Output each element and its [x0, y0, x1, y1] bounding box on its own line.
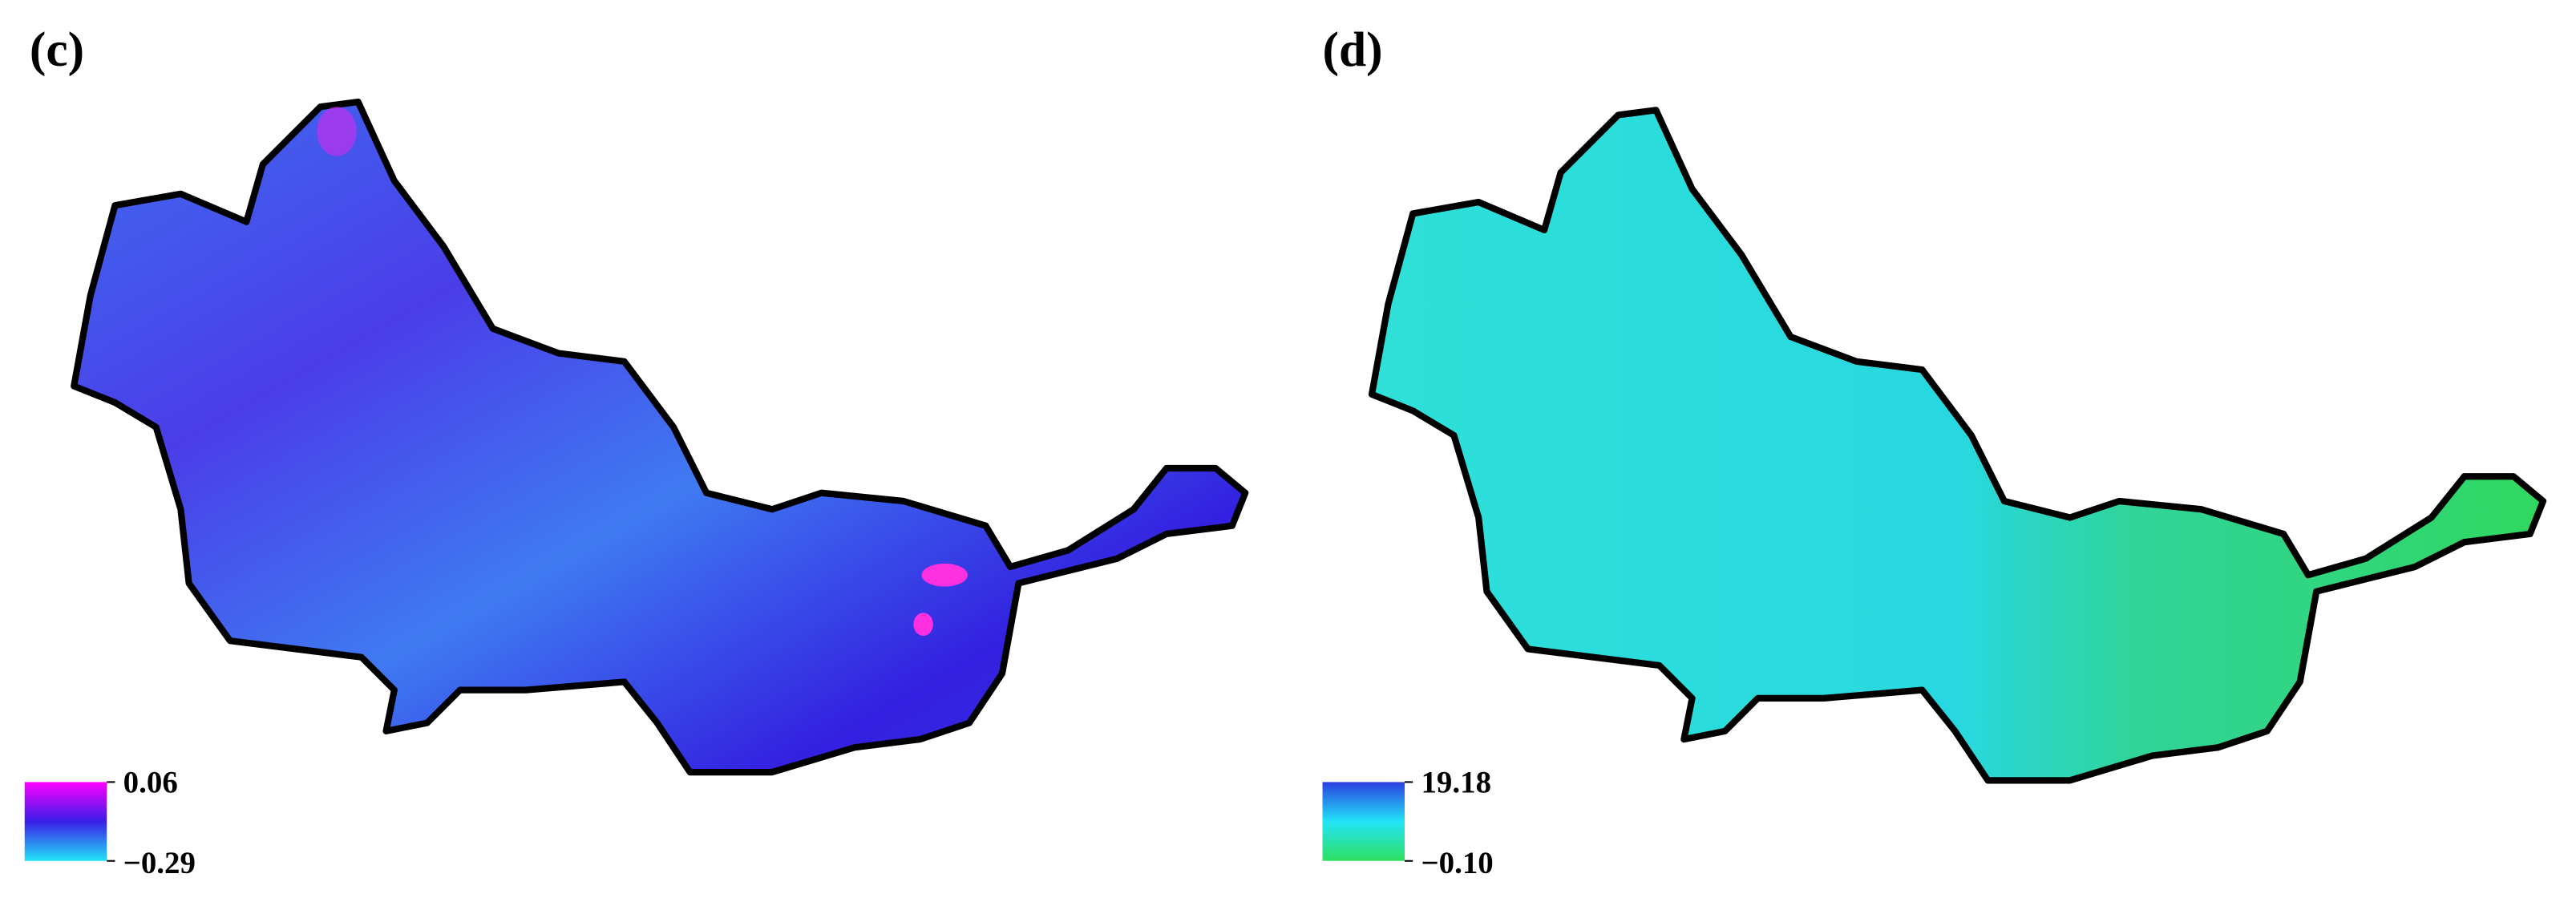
legend-label: 19.18 — [1421, 765, 1491, 799]
colorbar — [1322, 782, 1405, 861]
legend-label: −0.10 — [1421, 846, 1493, 880]
legend-label: −0.29 — [123, 846, 196, 880]
panel-label: (d) — [1323, 22, 1383, 77]
panel-label: (c) — [30, 22, 84, 77]
map-d — [1372, 110, 2543, 780]
legend-label: 0.06 — [123, 765, 178, 799]
colorbar — [24, 782, 107, 861]
map-c — [74, 102, 1245, 772]
